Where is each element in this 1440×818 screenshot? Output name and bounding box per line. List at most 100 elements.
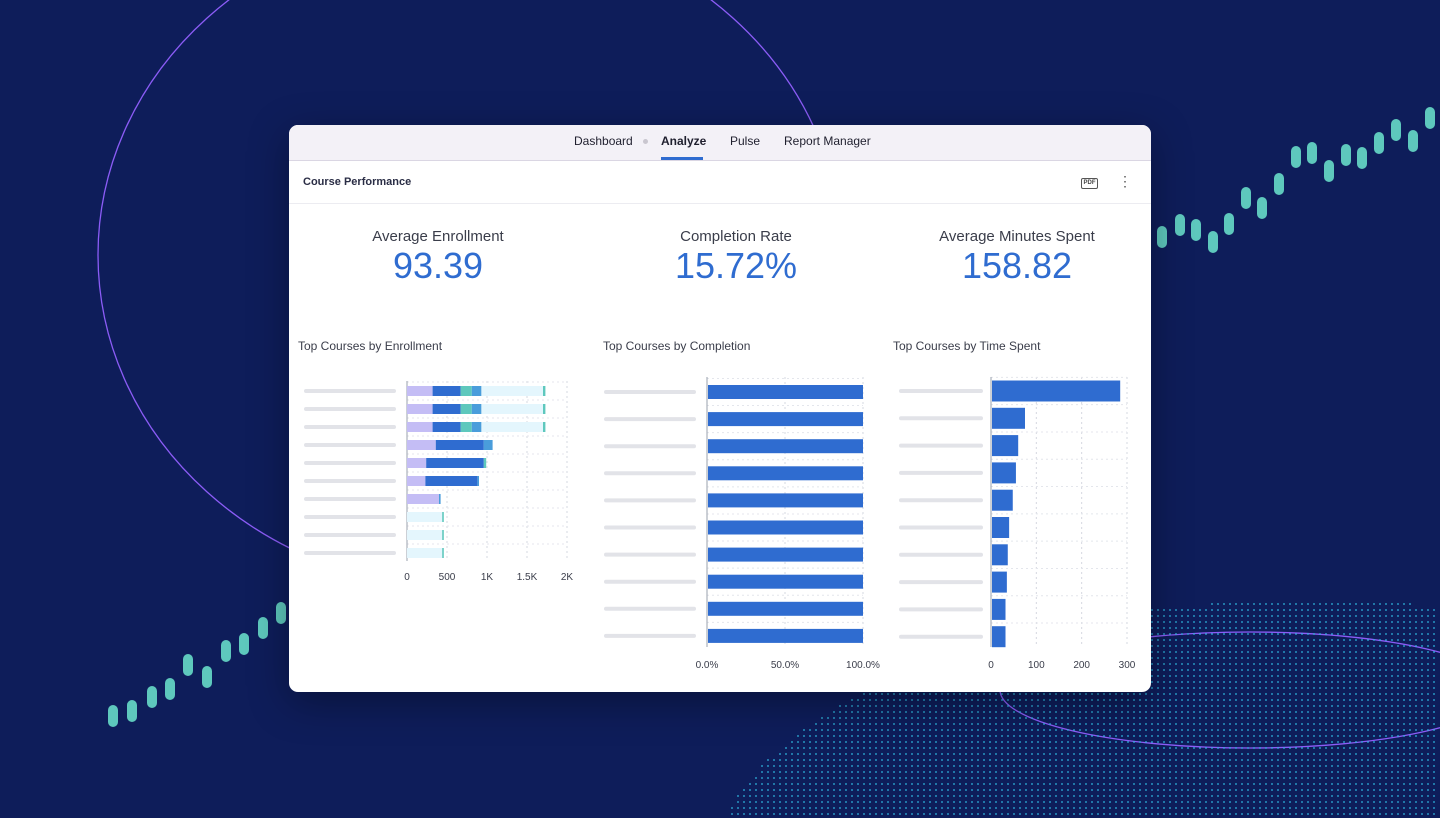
tab-analyze[interactable]: Analyze: [661, 134, 707, 148]
dot-pattern: [779, 765, 781, 767]
dot-pattern: [929, 705, 931, 707]
dot-pattern: [857, 735, 859, 737]
dot-pattern: [1265, 621, 1267, 623]
dot-pattern: [1367, 681, 1369, 683]
dot-pattern: [1169, 777, 1171, 779]
dot-pattern: [935, 765, 937, 767]
dot-pattern: [1433, 711, 1435, 713]
dot-pattern: [1343, 783, 1345, 785]
dot-pattern: [1151, 669, 1153, 671]
dot-pattern: [917, 759, 919, 761]
dot-pattern: [833, 735, 835, 737]
dot-pattern: [1427, 735, 1429, 737]
dot-pattern: [1325, 783, 1327, 785]
bar: [708, 547, 863, 562]
dot-pattern: [1343, 639, 1345, 641]
dot-pattern: [1283, 789, 1285, 791]
dot-pattern: [803, 747, 805, 749]
dot-pattern: [821, 747, 823, 749]
dot-pattern: [929, 765, 931, 767]
dot-pattern: [1319, 813, 1321, 815]
dot-pattern: [1211, 663, 1213, 665]
tab-pulse[interactable]: Pulse: [730, 134, 761, 148]
dot-pattern: [1223, 747, 1225, 749]
dot-pattern: [971, 699, 973, 701]
dot-pattern: [1175, 663, 1177, 665]
more-vertical-icon[interactable]: ⋮: [1118, 173, 1132, 189]
dot-pattern: [1109, 699, 1111, 701]
dot-pattern: [1127, 771, 1129, 773]
dot-pattern: [1337, 693, 1339, 695]
dot-pattern: [1247, 651, 1249, 653]
dot-pattern: [1397, 765, 1399, 767]
dot-pattern: [1421, 753, 1423, 755]
dot-pattern: [1337, 645, 1339, 647]
dot-pattern: [1361, 723, 1363, 725]
dot-pattern: [839, 813, 841, 815]
dot-pattern: [1421, 663, 1423, 665]
dot-pattern: [1043, 729, 1045, 731]
dot-pattern: [1223, 621, 1225, 623]
dot-pattern: [1151, 807, 1153, 809]
dot-pattern: [1271, 753, 1273, 755]
dot-pattern: [749, 813, 751, 815]
candlestick: [1341, 144, 1351, 166]
dot-pattern: [743, 813, 745, 815]
dot-pattern: [1223, 759, 1225, 761]
dot-pattern: [1277, 603, 1279, 605]
tab-dashboard[interactable]: Dashboard: [574, 134, 633, 148]
dot-pattern: [1187, 615, 1189, 617]
active-tab-indicator: [661, 157, 703, 160]
dot-pattern: [1331, 717, 1333, 719]
dot-pattern: [1283, 657, 1285, 659]
dot-pattern: [851, 759, 853, 761]
dot-pattern: [1127, 807, 1129, 809]
dot-pattern: [1319, 771, 1321, 773]
dot-pattern: [887, 735, 889, 737]
dot-pattern: [1397, 675, 1399, 677]
dot-pattern: [1301, 633, 1303, 635]
dot-pattern: [1313, 771, 1315, 773]
dot-pattern: [1283, 723, 1285, 725]
dot-pattern: [1385, 777, 1387, 779]
dot-pattern: [1235, 759, 1237, 761]
dot-pattern: [1307, 651, 1309, 653]
dot-pattern: [1043, 795, 1045, 797]
dot-pattern: [1385, 723, 1387, 725]
dot-pattern: [1241, 669, 1243, 671]
dot-pattern: [965, 741, 967, 743]
dot-pattern: [1151, 741, 1153, 743]
dot-pattern: [1277, 795, 1279, 797]
dot-pattern: [875, 693, 877, 695]
candlestick: [127, 700, 137, 722]
dot-pattern: [1157, 789, 1159, 791]
dot-pattern: [1127, 717, 1129, 719]
dot-pattern: [1409, 771, 1411, 773]
pdf-icon[interactable]: PDF: [1081, 178, 1098, 189]
dot-pattern: [1223, 627, 1225, 629]
dot-pattern: [821, 789, 823, 791]
dot-pattern: [1175, 645, 1177, 647]
dot-pattern: [809, 765, 811, 767]
dot-pattern: [1013, 723, 1015, 725]
dot-pattern: [1427, 645, 1429, 647]
dot-pattern: [815, 777, 817, 779]
dot-pattern: [1253, 669, 1255, 671]
dot-pattern: [1091, 801, 1093, 803]
dot-pattern: [1067, 747, 1069, 749]
dot-pattern: [911, 711, 913, 713]
dot-pattern: [1205, 699, 1207, 701]
dot-pattern: [773, 771, 775, 773]
dot-pattern: [1277, 813, 1279, 815]
dot-pattern: [1415, 717, 1417, 719]
dot-pattern: [833, 729, 835, 731]
dot-pattern: [863, 717, 865, 719]
dot-pattern: [1073, 753, 1075, 755]
candlestick: [1374, 132, 1384, 154]
dot-pattern: [1385, 771, 1387, 773]
dot-pattern: [995, 735, 997, 737]
tab-report-manager[interactable]: Report Manager: [784, 134, 871, 148]
dot-pattern: [917, 795, 919, 797]
dot-pattern: [1157, 669, 1159, 671]
dot-pattern: [1349, 753, 1351, 755]
